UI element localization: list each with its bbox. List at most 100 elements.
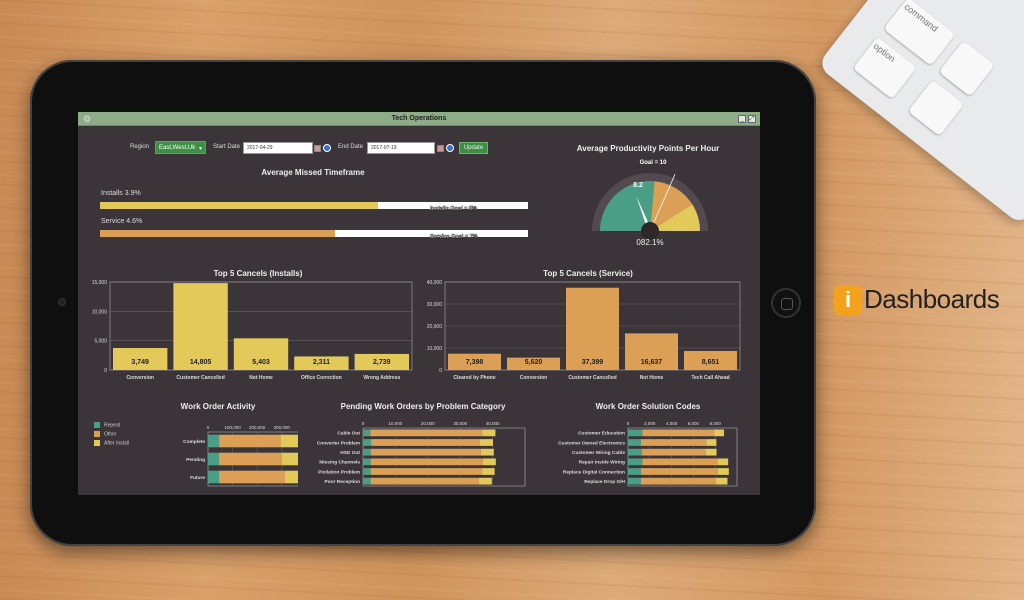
- logo-text: Dashboards: [864, 284, 1000, 314]
- x-tick-label: 0: [627, 421, 630, 426]
- bar-segment: [371, 439, 480, 446]
- bar-segment: [219, 434, 281, 448]
- x-category-label: Conversion: [520, 375, 548, 381]
- y-category-label: Customer Wiring Cable: [572, 450, 625, 456]
- gauge-value-label: 8.2: [633, 182, 643, 189]
- maximize-icon[interactable]: ⤢: [748, 115, 756, 123]
- chart-title: Top 5 Cancels (Installs): [213, 269, 303, 278]
- bar-segment: [363, 439, 372, 446]
- y-tick-label: 40,000: [427, 280, 443, 286]
- x-category-label: Customer Cancelled: [176, 375, 224, 381]
- y-category-label: Cable Out: [337, 431, 360, 437]
- calendar-icon[interactable]: [437, 145, 444, 152]
- bar: [566, 287, 619, 370]
- x-category-label: Not Home: [640, 375, 664, 381]
- y-category-label: Future: [190, 475, 205, 481]
- x-category-label: Customer Cancelled: [568, 375, 616, 381]
- bar-value-label: 37,399: [582, 359, 604, 366]
- bar-segment: [715, 477, 728, 485]
- bar-segment: [284, 470, 298, 484]
- bar-segment: [480, 448, 494, 456]
- missed-title: Average Missed Timeframe: [261, 168, 365, 177]
- bar-value-label: 5,403: [252, 359, 270, 366]
- x-category-label: Tech Call Ahead: [691, 375, 729, 381]
- installs-fill: [100, 202, 379, 209]
- bar: [233, 338, 289, 370]
- gauge-band: [650, 181, 693, 231]
- x-tick-label: 20,000: [421, 421, 435, 426]
- bar-segment: [717, 468, 729, 475]
- bar-segment: [628, 448, 642, 456]
- bar-value-label: 14,805: [190, 359, 212, 366]
- gauge-title: Average Productivity Points Per Hour: [576, 144, 720, 153]
- key: [938, 40, 995, 97]
- bar-segment: [363, 448, 371, 456]
- y-category-label: Repair Inside Wiring: [579, 460, 625, 466]
- clock-icon[interactable]: [446, 144, 454, 152]
- y-category-label: HSD Out: [340, 450, 360, 456]
- x-tick-label: 2,000: [644, 421, 656, 426]
- bar-segment: [628, 477, 641, 485]
- bar-segment: [370, 448, 481, 456]
- bar-segment: [717, 458, 729, 466]
- bar-segment: [370, 429, 483, 437]
- installs-cancels-chart: 0 5,000 10,000 15,000 3,749 Conversion 14,805 C…: [92, 280, 413, 381]
- y-tick-label: 10,000: [427, 346, 443, 352]
- y-category-label: Pixilation Problem: [318, 469, 360, 475]
- bar-segment: [714, 429, 725, 437]
- start-date-input[interactable]: 2017-04-29: [243, 142, 313, 154]
- x-category-label: Cleared by Phone: [453, 375, 495, 381]
- bar-segment: [482, 429, 496, 437]
- legend-item: Repeat: [94, 422, 120, 428]
- bar-segment: [370, 468, 483, 475]
- bar: [684, 350, 737, 370]
- y-tick-label: 0: [439, 368, 442, 374]
- y-category-label: Poor Reception: [325, 479, 361, 485]
- y-tick-label: 5,000: [94, 339, 107, 345]
- service-cancels-chart: 0 10,000 20,000 30,000 40,000 7,398 Cleared by…: [427, 280, 741, 381]
- y-tick-label: 20,000: [427, 324, 443, 330]
- legend-label: After Install: [104, 440, 130, 447]
- end-date-input[interactable]: 2017-07-19: [367, 142, 435, 154]
- bar-segment: [363, 429, 371, 437]
- bar-value-label: 5,620: [525, 359, 543, 366]
- bar-value-label: 2,739: [373, 359, 391, 366]
- logo-mark: i: [834, 284, 862, 315]
- end-date-label: End Date: [338, 144, 364, 150]
- x-category-label: Conversion: [126, 375, 154, 381]
- bar: [294, 356, 349, 370]
- x-tick-label: 30,000: [453, 421, 467, 426]
- home-button[interactable]: [771, 288, 801, 318]
- title-bar: ⚙ Tech Operations _ ⤢: [78, 112, 760, 126]
- y-tick-label: 30,000: [427, 302, 443, 308]
- x-tick-label: 40,000: [486, 421, 500, 426]
- bar-segment: [628, 468, 641, 475]
- x-category-label: Office Correction: [301, 375, 342, 381]
- bar-segment: [280, 434, 298, 448]
- bar-value-label: 8,651: [702, 359, 720, 366]
- x-tick-label: 0: [207, 425, 210, 430]
- gear-icon[interactable]: ⚙: [83, 114, 92, 124]
- calendar-icon[interactable]: [314, 145, 321, 152]
- y-category-label: Complete: [183, 439, 205, 445]
- productivity-gauge: Goal = 10 8.2 082.1%: [592, 160, 708, 247]
- x-tick-label: 100,000: [224, 425, 241, 430]
- x-category-label: Wrong Address: [363, 375, 400, 381]
- y-category-label: Converter Problem: [317, 440, 360, 446]
- key: [907, 79, 965, 137]
- bar-segment: [363, 458, 371, 466]
- region-select[interactable]: East,West,Uk ▾: [155, 141, 206, 154]
- installs-goal: Installs Goal = 5%: [430, 206, 477, 212]
- legend-label: Other: [104, 431, 117, 438]
- minimize-icon[interactable]: _: [738, 115, 746, 123]
- chart-title: Work Order Activity: [180, 402, 256, 411]
- chevron-down-icon: ▾: [198, 146, 202, 152]
- legend-item: Other: [94, 431, 117, 437]
- gauge-hub: [641, 222, 659, 240]
- gauge-band: [650, 204, 700, 231]
- chart-title: Top 5 Cancels (Service): [543, 269, 633, 278]
- idashboards-logo: i Dashboards: [834, 284, 1000, 315]
- work-order-activity-chart: 0100,000200,000300,000400,000CompletePen…: [183, 425, 298, 487]
- update-button[interactable]: Update: [459, 142, 488, 154]
- clock-icon[interactable]: [323, 144, 331, 152]
